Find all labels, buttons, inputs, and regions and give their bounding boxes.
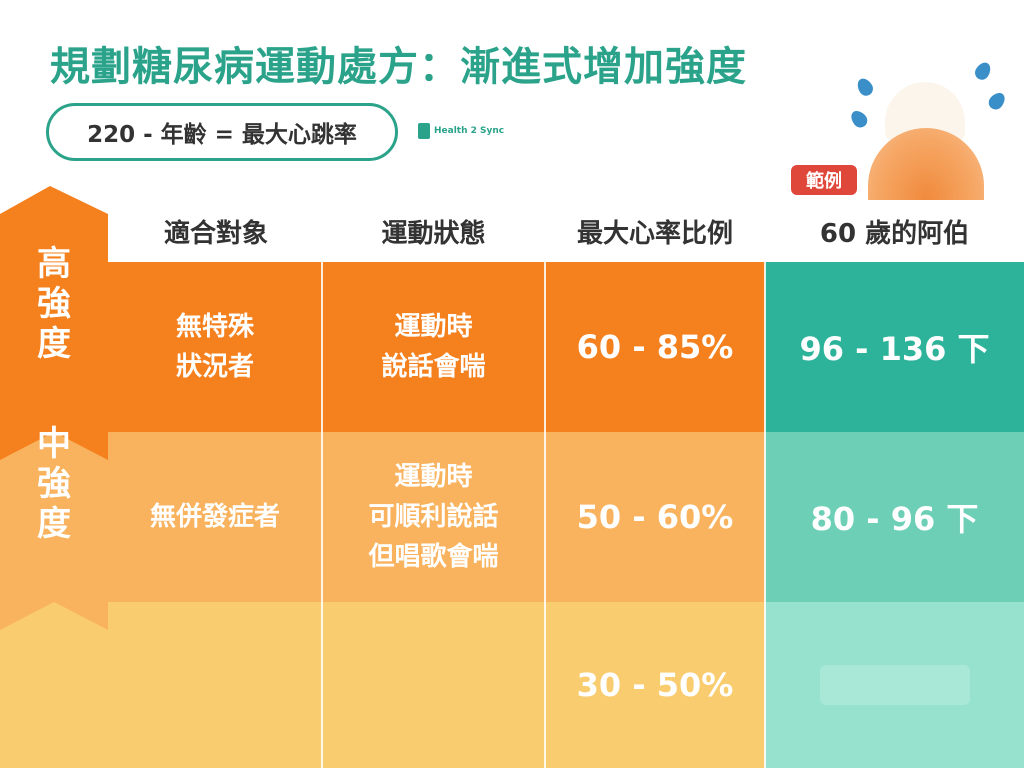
level-medium-label: 中強度 [37,424,71,544]
sweat-drop-icon [854,75,876,99]
row2-ratio: 50 - 60% [545,432,765,602]
row1-ratio: 60 - 85% [545,262,765,432]
column-divider [544,262,546,768]
row2-example: 80 - 96 下 [765,432,1024,602]
example-badge: 範例 [791,165,857,195]
header-example-60yo: 60 歲的阿伯 [819,218,970,249]
header-target: 適合對象 [163,218,268,249]
intensity-band-high [0,262,108,432]
column-divider [321,262,323,768]
brand-logo: Health 2 Sync [418,123,504,139]
row1-state: 運動時 說話會喘 [322,262,545,432]
old-man-illustration [868,128,984,200]
intensity-arrow-icon [0,186,108,262]
row3-example [765,602,1024,768]
row3-state [322,602,545,768]
row1-target: 無特殊 狀況者 [108,262,322,432]
header-max-hr-ratio: 最大心率比例 [576,218,733,249]
row2-target: 無併發症者 [108,432,322,602]
formula-pill: 220 - 年齡 = 最大心跳率 [46,103,398,161]
row1-example: 96 - 136 下 [765,262,1024,432]
level-high-label: 高強度 [37,244,71,364]
row2-state: 運動時 可順利說話 但唱歌會喘 [322,432,545,602]
column-divider [764,262,766,768]
intensity-chevron-icon [0,404,108,460]
intensity-band-low [0,602,108,768]
sweat-drop-icon [972,59,994,83]
brand-text: Health 2 Sync [434,126,505,136]
brand-mark-icon [418,123,430,139]
intensity-band-medium [0,432,108,602]
sweat-drop-icon [847,107,871,131]
sweat-drop-icon [985,89,1009,113]
page-title: 規劃糖尿病運動處方：漸進式增加強度 [50,44,747,90]
intensity-chevron-icon [0,574,108,630]
row3-ratio: 30 - 50% [545,602,765,768]
header-exercise-state: 運動狀態 [381,218,486,249]
row3-target [108,602,322,768]
